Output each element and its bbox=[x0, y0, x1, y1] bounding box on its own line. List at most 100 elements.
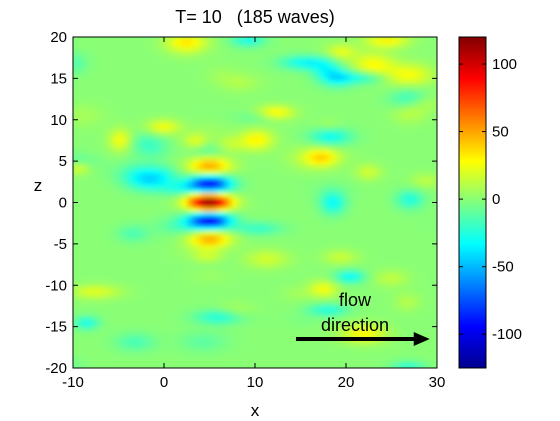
heatmap-cell bbox=[332, 51, 338, 57]
heatmap-cell bbox=[386, 174, 393, 180]
heatmap-cell bbox=[232, 282, 238, 289]
heatmap-cell bbox=[173, 70, 179, 76]
heatmap-cell bbox=[273, 202, 279, 208]
heatmap-cell bbox=[177, 126, 183, 133]
heatmap-cell bbox=[391, 301, 397, 308]
heatmap-cell bbox=[264, 320, 270, 327]
heatmap-cell bbox=[73, 263, 79, 270]
heatmap-cell bbox=[264, 263, 270, 270]
heatmap-cell bbox=[277, 188, 283, 194]
heatmap-cell bbox=[191, 254, 197, 260]
heatmap-cell bbox=[95, 51, 101, 57]
heatmap-cell bbox=[223, 211, 229, 218]
heatmap-cell bbox=[396, 183, 402, 189]
heatmap-cell bbox=[341, 230, 347, 237]
heatmap-cell bbox=[327, 230, 333, 237]
heatmap-cell bbox=[350, 226, 356, 232]
heatmap-cell bbox=[159, 330, 165, 336]
heatmap-cell bbox=[295, 240, 302, 246]
heatmap-cell bbox=[273, 136, 279, 142]
heatmap-cell bbox=[291, 150, 297, 156]
heatmap-cell bbox=[414, 193, 420, 199]
heatmap-cell bbox=[323, 268, 329, 275]
heatmap-cell bbox=[405, 131, 411, 137]
heatmap-cell bbox=[268, 136, 274, 142]
heatmap-cell bbox=[259, 240, 265, 246]
heatmap-cell bbox=[364, 273, 370, 279]
heatmap-cell bbox=[132, 51, 138, 57]
heatmap-cell bbox=[355, 188, 361, 194]
heatmap-cell bbox=[327, 98, 333, 104]
heatmap-cell bbox=[350, 164, 356, 170]
heatmap-cell bbox=[382, 292, 388, 298]
heatmap-cell bbox=[73, 183, 79, 189]
heatmap-cell bbox=[323, 221, 329, 227]
heatmap-cell bbox=[359, 320, 365, 327]
heatmap-cell bbox=[355, 141, 361, 147]
heatmap-cell bbox=[309, 41, 315, 48]
heatmap-cell bbox=[359, 55, 365, 62]
heatmap-cell bbox=[141, 126, 147, 133]
heatmap-cell bbox=[409, 164, 415, 170]
heatmap-cell bbox=[350, 282, 356, 289]
heatmap-cell bbox=[204, 183, 211, 189]
plot-area bbox=[72, 36, 438, 369]
heatmap-cell bbox=[159, 98, 165, 104]
heatmap-cell bbox=[191, 89, 197, 95]
heatmap-cell bbox=[91, 46, 97, 52]
heatmap-cell bbox=[373, 249, 379, 256]
heatmap-cell bbox=[218, 107, 224, 114]
heatmap-cell bbox=[154, 70, 161, 76]
heatmap-cell bbox=[154, 211, 161, 218]
heatmap-cell bbox=[368, 98, 374, 104]
heatmap-cell bbox=[391, 273, 397, 279]
heatmap-cell bbox=[145, 122, 151, 128]
heatmap-cell bbox=[127, 320, 133, 327]
heatmap-cell bbox=[82, 207, 88, 213]
heatmap-cell bbox=[95, 46, 101, 52]
heatmap-cell bbox=[91, 249, 97, 256]
heatmap-cell bbox=[241, 89, 247, 95]
heatmap-cell bbox=[355, 174, 361, 180]
heatmap-cell bbox=[236, 292, 242, 298]
heatmap-cell bbox=[168, 107, 174, 114]
heatmap-cell bbox=[136, 84, 142, 90]
heatmap-cell bbox=[232, 188, 238, 194]
heatmap-cell bbox=[382, 207, 388, 213]
heatmap-cell bbox=[159, 263, 165, 270]
heatmap-cell bbox=[400, 230, 406, 237]
heatmap-cell bbox=[250, 174, 256, 180]
heatmap-cell bbox=[405, 230, 411, 237]
heatmap-cell bbox=[159, 311, 165, 317]
heatmap-cell bbox=[405, 84, 411, 90]
heatmap-cell bbox=[346, 107, 352, 114]
heatmap-cell bbox=[346, 193, 352, 199]
heatmap-cell bbox=[350, 65, 356, 71]
heatmap-cell bbox=[227, 240, 233, 246]
heatmap-cell bbox=[245, 103, 252, 109]
heatmap-cell bbox=[273, 112, 279, 118]
heatmap-cell bbox=[218, 297, 224, 303]
heatmap-cell bbox=[382, 259, 388, 265]
chart-title: T= 10 (185 waves) bbox=[175, 7, 335, 27]
heatmap-cell bbox=[127, 216, 133, 223]
heatmap-cell bbox=[168, 226, 174, 232]
heatmap-cell bbox=[241, 141, 247, 147]
heatmap-cell bbox=[432, 301, 437, 308]
heatmap-cell bbox=[232, 292, 238, 298]
heatmap-cell bbox=[295, 141, 302, 147]
heatmap-cell bbox=[268, 107, 274, 114]
heatmap-cell bbox=[418, 70, 424, 76]
heatmap-cell bbox=[364, 51, 370, 57]
heatmap-cell bbox=[309, 245, 315, 251]
heatmap-cell bbox=[132, 230, 138, 237]
heatmap-cell bbox=[141, 103, 147, 109]
heatmap-cell bbox=[282, 103, 288, 109]
heatmap-cell bbox=[227, 301, 233, 308]
heatmap-cell bbox=[109, 122, 115, 128]
heatmap-cell bbox=[332, 164, 338, 170]
heatmap-cell bbox=[273, 263, 279, 270]
heatmap-cell bbox=[204, 278, 211, 284]
heatmap-cell bbox=[109, 93, 115, 100]
heatmap-cell bbox=[200, 320, 206, 327]
